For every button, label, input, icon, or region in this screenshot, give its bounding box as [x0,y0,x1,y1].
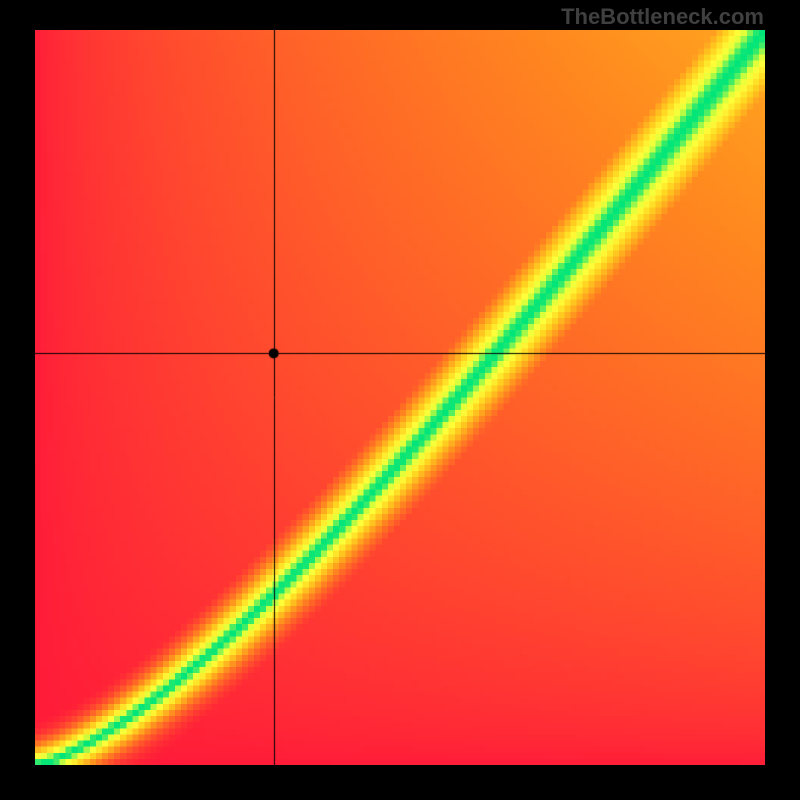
watermark-text: TheBottleneck.com [561,4,764,30]
bottleneck-heatmap [35,30,765,765]
chart-container: TheBottleneck.com [0,0,800,800]
